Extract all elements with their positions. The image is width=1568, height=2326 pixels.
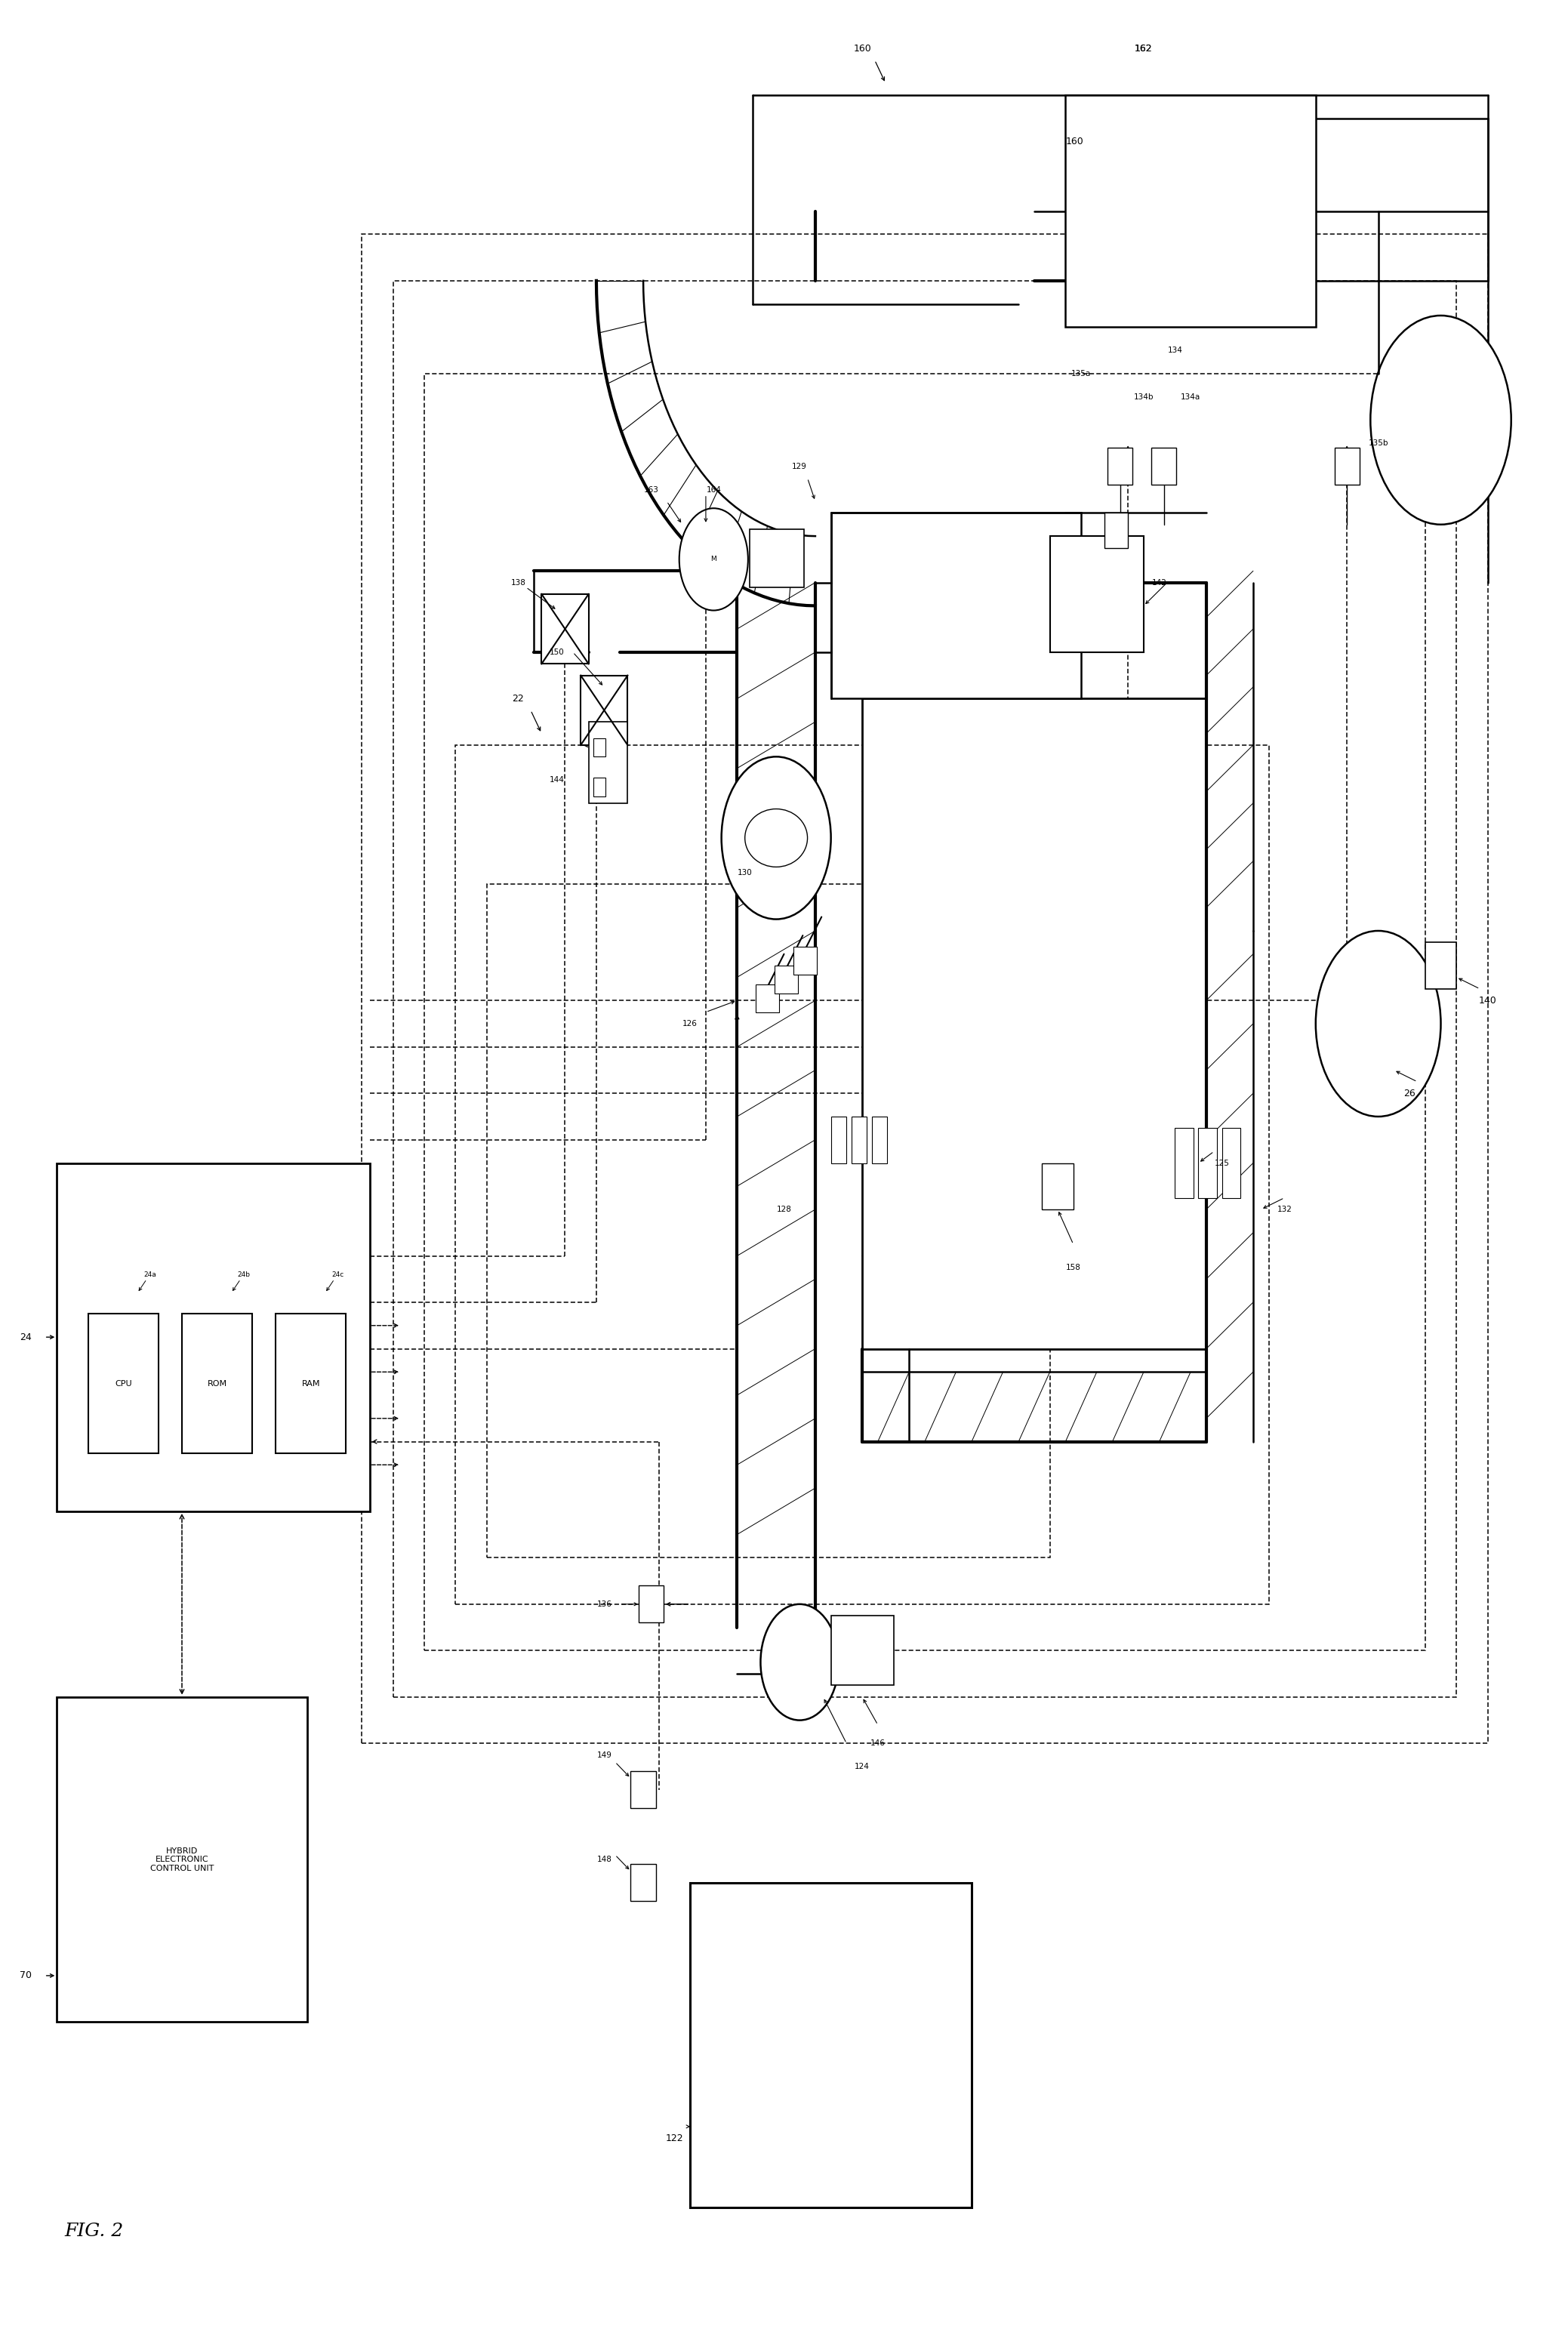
Text: 132: 132: [1276, 1205, 1292, 1214]
Bar: [1051, 535, 1143, 651]
Text: 135b: 135b: [1369, 440, 1388, 447]
Circle shape: [679, 509, 748, 609]
Text: 138: 138: [511, 579, 525, 586]
Text: 149: 149: [597, 1751, 612, 1758]
Text: ROM: ROM: [207, 1379, 227, 1386]
Bar: [1043, 1163, 1074, 1210]
Bar: [588, 721, 627, 802]
Bar: [1221, 1128, 1240, 1198]
Bar: [1151, 449, 1176, 486]
Text: 142: 142: [1152, 579, 1167, 586]
Bar: [831, 1617, 894, 1686]
Bar: [775, 965, 798, 993]
Bar: [1334, 449, 1359, 486]
Bar: [630, 1863, 655, 1900]
Text: 70: 70: [19, 1970, 31, 1979]
Text: 134b: 134b: [1134, 393, 1154, 400]
Text: 130: 130: [737, 870, 753, 877]
Text: M: M: [710, 556, 717, 563]
Text: 160: 160: [1066, 137, 1083, 147]
Bar: [1174, 1128, 1193, 1198]
Text: 163: 163: [643, 486, 659, 493]
Text: 146: 146: [870, 1740, 886, 1747]
Text: 162: 162: [1135, 44, 1152, 53]
Bar: [56, 1698, 307, 2021]
Text: 134a: 134a: [1181, 393, 1201, 400]
Text: RAM: RAM: [301, 1379, 320, 1386]
Text: HYBRID
ELECTRONIC
CONTROL UNIT: HYBRID ELECTRONIC CONTROL UNIT: [151, 1847, 213, 1872]
Bar: [593, 777, 605, 795]
Bar: [456, 744, 1269, 1605]
Text: 158: 158: [1066, 1263, 1080, 1272]
Bar: [88, 1314, 158, 1454]
Text: 24b: 24b: [237, 1270, 251, 1277]
Bar: [831, 1116, 847, 1163]
Bar: [851, 1116, 867, 1163]
Text: 129: 129: [792, 463, 808, 470]
Circle shape: [1370, 316, 1512, 523]
Text: 24c: 24c: [331, 1270, 343, 1277]
Circle shape: [721, 756, 831, 919]
Bar: [1107, 449, 1132, 486]
Bar: [862, 698, 1206, 1349]
Bar: [1425, 942, 1457, 989]
Bar: [793, 947, 817, 975]
Text: 125: 125: [1214, 1158, 1229, 1168]
Ellipse shape: [745, 809, 808, 868]
Bar: [276, 1314, 347, 1454]
Bar: [630, 1772, 655, 1807]
Bar: [593, 737, 605, 756]
Bar: [488, 884, 1051, 1558]
Bar: [1066, 95, 1316, 328]
Bar: [756, 984, 779, 1012]
Bar: [541, 593, 588, 663]
Bar: [638, 1586, 663, 1624]
Bar: [1198, 1128, 1217, 1198]
Bar: [750, 528, 804, 586]
Bar: [831, 514, 1080, 698]
Text: CPU: CPU: [114, 1379, 132, 1386]
Bar: [182, 1314, 252, 1454]
Text: 22: 22: [513, 693, 524, 702]
Text: 136: 136: [597, 1600, 612, 1607]
Text: 128: 128: [776, 1205, 792, 1214]
Text: 24: 24: [20, 1333, 31, 1342]
Text: 24a: 24a: [144, 1270, 157, 1277]
Circle shape: [1316, 930, 1441, 1116]
Text: 126: 126: [682, 1019, 698, 1028]
Text: 144: 144: [550, 777, 564, 784]
Bar: [1104, 514, 1127, 547]
Text: FIG. 2: FIG. 2: [64, 2221, 124, 2240]
Text: 162: 162: [1135, 44, 1152, 53]
Text: 26: 26: [1403, 1089, 1416, 1098]
Bar: [872, 1116, 887, 1163]
Bar: [690, 1882, 972, 2207]
Bar: [1080, 119, 1300, 305]
Text: 134: 134: [1168, 347, 1182, 354]
Bar: [394, 281, 1457, 1698]
Bar: [580, 675, 627, 744]
Text: 124: 124: [855, 1763, 870, 1770]
Text: 135a: 135a: [1071, 370, 1091, 377]
Bar: [362, 235, 1488, 1744]
Text: 122: 122: [665, 2133, 684, 2142]
Text: 148: 148: [597, 1856, 612, 1863]
Text: 150: 150: [550, 649, 564, 656]
Text: 160: 160: [853, 44, 872, 53]
Text: 140: 140: [1479, 996, 1497, 1005]
Text: 164: 164: [706, 486, 721, 493]
Bar: [425, 374, 1425, 1651]
Bar: [56, 1163, 370, 1512]
Circle shape: [760, 1605, 839, 1721]
